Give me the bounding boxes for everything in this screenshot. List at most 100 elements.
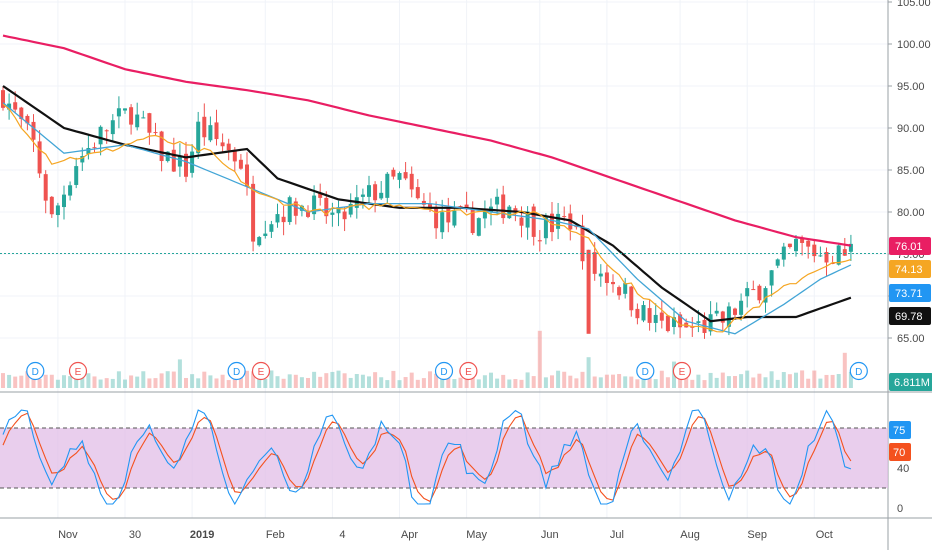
volume-bar	[830, 374, 835, 388]
event-circle	[26, 361, 45, 381]
candle-body	[446, 208, 451, 223]
volume-bar	[159, 373, 164, 388]
volume-bar	[690, 379, 695, 388]
volume-bar	[537, 330, 542, 388]
candle-body	[141, 117, 146, 119]
earnings-marker[interactable]: E	[672, 361, 692, 381]
dividend-marker[interactable]: D	[636, 361, 655, 381]
earnings-marker[interactable]: E	[251, 361, 271, 381]
volume-bar	[348, 377, 353, 388]
volume-bar	[641, 378, 646, 388]
volume-bar	[653, 379, 658, 388]
candle-body	[263, 233, 268, 236]
volume-bar	[1, 373, 5, 388]
event-circle	[849, 361, 868, 381]
candle-body	[598, 273, 603, 277]
stoch-band-fill	[0, 428, 888, 488]
volume-bar	[80, 375, 85, 388]
volume-bar	[464, 378, 469, 388]
candle-body	[324, 197, 329, 217]
candle-body	[257, 237, 262, 246]
candle-body	[37, 141, 42, 174]
event-circle	[227, 361, 246, 381]
volume-bar	[562, 371, 567, 388]
volume-bar	[513, 379, 518, 388]
volume-bar	[598, 377, 603, 388]
stoch-d-line	[2, 412, 852, 503]
volume-bar	[68, 376, 73, 388]
candle-body	[781, 246, 786, 260]
volume-bar	[104, 378, 109, 388]
volume-bar	[415, 379, 420, 388]
candle-body	[470, 208, 475, 234]
earnings-marker[interactable]: E	[68, 361, 88, 381]
volume-bar	[342, 373, 347, 388]
candle-body	[428, 203, 432, 209]
candle-body	[739, 300, 744, 315]
event-label: D	[855, 367, 862, 378]
volume-bar	[354, 374, 359, 388]
volume-bar	[141, 371, 146, 388]
candle-body	[232, 149, 237, 162]
volume-bar	[635, 379, 640, 388]
volume-bar	[489, 372, 493, 388]
candle-body	[580, 225, 585, 262]
candle-body	[135, 114, 140, 128]
ma-mid-line	[2, 102, 852, 335]
volume-tag: 6.811M	[889, 373, 932, 391]
dividend-marker[interactable]: D	[26, 361, 45, 381]
price-axis-label: 105.00	[897, 0, 931, 9]
volume-bar	[330, 371, 335, 388]
volume-bar	[336, 370, 341, 388]
price-tag-ma-long: 76.01	[889, 237, 931, 255]
oscillator-axis-label: 40	[897, 463, 909, 475]
event-label: D	[32, 367, 39, 378]
earnings-marker[interactable]: E	[459, 361, 478, 381]
candle-body	[281, 216, 286, 223]
volume-bar	[665, 377, 670, 388]
volume-bar	[659, 370, 664, 388]
volume-bar	[165, 371, 170, 388]
volume-tag-text: 6.811M	[894, 377, 930, 389]
volume-bar	[446, 371, 451, 388]
volume-bar	[153, 378, 158, 388]
time-axis-label: Aug	[680, 529, 700, 541]
candle-body	[1, 90, 5, 108]
price-tag-text: 74.13	[895, 264, 923, 276]
volume-bar	[226, 380, 231, 388]
volume-bar	[287, 374, 292, 388]
stoch-tag-d: 70	[889, 443, 911, 461]
candle-body	[214, 122, 219, 140]
candle-body	[80, 156, 85, 163]
candle-body	[531, 206, 536, 237]
volume-bar	[434, 373, 439, 388]
candle-body	[74, 166, 79, 185]
event-circle	[672, 361, 692, 381]
volume-bar	[501, 374, 506, 388]
candle-body	[367, 185, 371, 197]
stoch-tag-text: 70	[893, 447, 905, 459]
stochastic-oscillator	[2, 409, 852, 506]
candle-body	[116, 108, 121, 117]
volume-bar	[842, 352, 847, 388]
candle-body	[726, 306, 731, 327]
volume-bar	[708, 372, 713, 388]
dividend-marker[interactable]: D	[434, 361, 454, 381]
candle-body	[745, 288, 750, 297]
volume-bar	[129, 375, 134, 388]
ma-fast-line	[2, 103, 852, 333]
volume-bars	[1, 330, 853, 388]
candle-body	[306, 210, 310, 217]
volume-bar	[617, 374, 622, 388]
dividend-marker[interactable]: D	[849, 361, 868, 381]
time-axis[interactable]: Nov 30 2019 Feb 4 Apr May Jun Jul Aug Sep Oct	[58, 529, 833, 541]
event-circle	[636, 361, 655, 381]
volume-bar	[580, 371, 585, 388]
stoch-tag-bg	[889, 421, 911, 439]
dividend-marker[interactable]: D	[227, 361, 246, 381]
volume-bar	[769, 371, 774, 388]
candle-body	[409, 173, 414, 190]
candle-body	[787, 243, 792, 248]
